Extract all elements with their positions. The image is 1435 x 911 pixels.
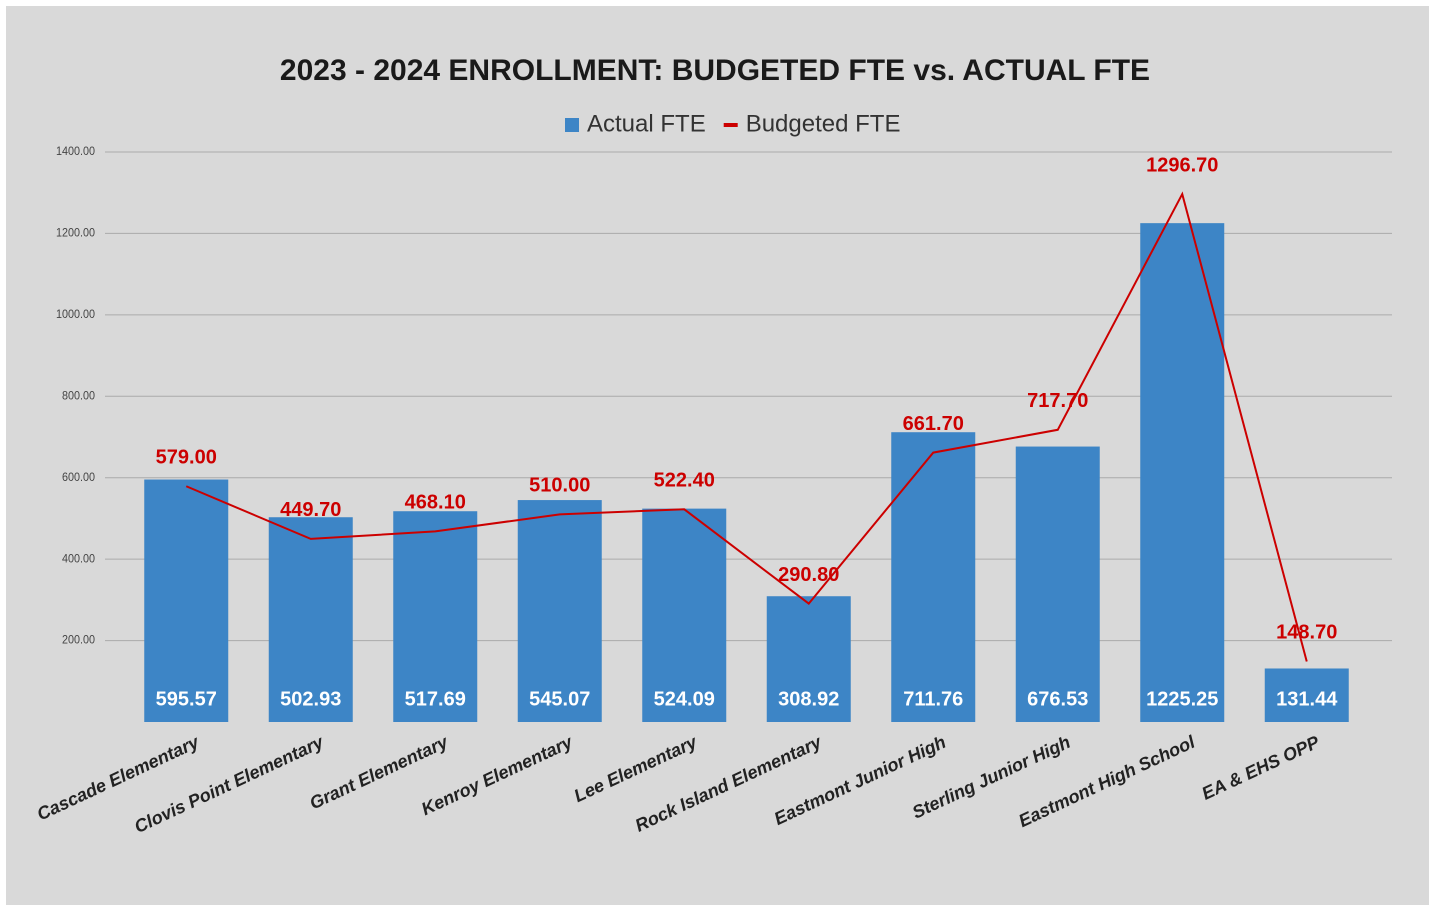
bar-value-label: 1225.25 <box>1146 688 1218 710</box>
line-value-label: 522.40 <box>654 470 715 492</box>
line-value-label: 579.00 <box>156 447 217 469</box>
y-tick-label: 1200.00 <box>56 227 95 240</box>
bar-value-label: 524.09 <box>654 688 715 710</box>
y-tick-label: 1400.00 <box>56 146 95 159</box>
bar <box>891 432 976 722</box>
y-tick-label: 600.00 <box>62 471 95 484</box>
y-tick-label: 200.00 <box>62 634 95 647</box>
line-value-label: 468.10 <box>405 492 466 514</box>
line-value-label: 661.70 <box>903 413 964 435</box>
line <box>185 191 1308 662</box>
y-tick-label: 800.00 <box>62 390 95 403</box>
line-value-label: 1296.70 <box>1146 154 1218 176</box>
line-value-label: 148.70 <box>1276 622 1337 644</box>
bar <box>517 500 602 722</box>
bar-value-label: 131.44 <box>1276 688 1338 710</box>
bar <box>268 517 353 722</box>
bar <box>1015 446 1100 722</box>
bar-value-label: 711.76 <box>903 688 963 710</box>
bar <box>1264 668 1349 722</box>
line-value-label: 290.80 <box>778 564 839 586</box>
legend-label: Actual FTE <box>587 110 706 137</box>
bar-value-label: 308.92 <box>778 688 839 710</box>
bar <box>642 508 727 722</box>
bar <box>393 511 478 722</box>
bar-value-label: 502.93 <box>280 688 341 710</box>
legend-swatch <box>565 118 579 132</box>
bar <box>1140 223 1225 723</box>
bar <box>144 479 229 722</box>
bar-value-label: 545.07 <box>529 688 590 710</box>
y-tick-label: 400.00 <box>62 553 95 566</box>
line-value-label: 717.70 <box>1027 390 1088 412</box>
legend-label: Budgeted FTE <box>746 110 901 137</box>
y-tick-label: 1000.00 <box>56 309 95 322</box>
chart-title: 2023 - 2024 ENROLLMENT: BUDGETED FTE vs.… <box>280 54 1150 87</box>
bar-value-label: 517.69 <box>405 688 466 710</box>
line-value-label: 449.70 <box>280 499 341 521</box>
line-value-label: 510.00 <box>529 475 590 497</box>
bar-value-label: 676.53 <box>1027 688 1088 710</box>
bar-value-label: 595.57 <box>156 688 217 710</box>
bar <box>766 596 851 722</box>
legend-swatch <box>723 123 738 127</box>
